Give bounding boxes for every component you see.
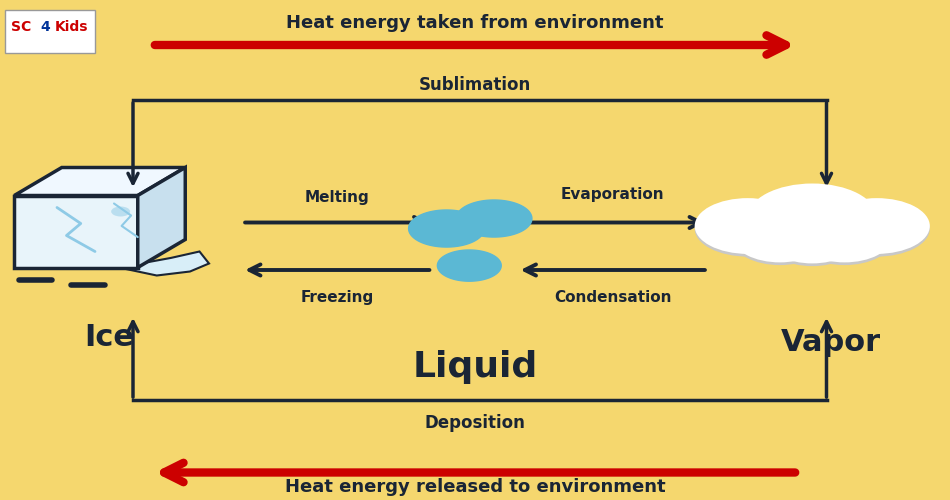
Circle shape	[767, 218, 858, 266]
Text: Freezing: Freezing	[300, 290, 374, 305]
Polygon shape	[408, 210, 484, 247]
Polygon shape	[456, 200, 532, 237]
Text: SC: SC	[11, 20, 31, 34]
Circle shape	[694, 198, 801, 254]
Text: Evaporation: Evaporation	[560, 188, 665, 202]
Circle shape	[748, 184, 877, 252]
FancyBboxPatch shape	[5, 10, 95, 52]
Circle shape	[824, 198, 930, 254]
Polygon shape	[138, 168, 185, 268]
Circle shape	[748, 186, 877, 254]
Text: Ice: Ice	[85, 323, 134, 352]
Text: Condensation: Condensation	[554, 290, 672, 305]
Circle shape	[767, 216, 858, 264]
Circle shape	[733, 216, 826, 265]
Circle shape	[733, 214, 826, 262]
Polygon shape	[14, 168, 185, 196]
Polygon shape	[14, 196, 138, 268]
Text: 4: 4	[40, 20, 49, 34]
Text: Liquid: Liquid	[412, 350, 538, 384]
Text: Sublimation: Sublimation	[419, 76, 531, 94]
Text: Deposition: Deposition	[425, 414, 525, 432]
Circle shape	[111, 206, 130, 216]
Text: Vapor: Vapor	[781, 328, 882, 357]
Text: Kids: Kids	[55, 20, 88, 34]
Polygon shape	[119, 252, 209, 276]
Text: Heat energy released to environment: Heat energy released to environment	[285, 478, 665, 496]
Circle shape	[824, 201, 930, 256]
Polygon shape	[437, 250, 502, 281]
Text: Melting: Melting	[305, 190, 370, 205]
Text: Heat energy taken from environment: Heat energy taken from environment	[286, 14, 664, 32]
Circle shape	[694, 201, 801, 256]
Circle shape	[798, 216, 891, 265]
Circle shape	[798, 214, 891, 262]
